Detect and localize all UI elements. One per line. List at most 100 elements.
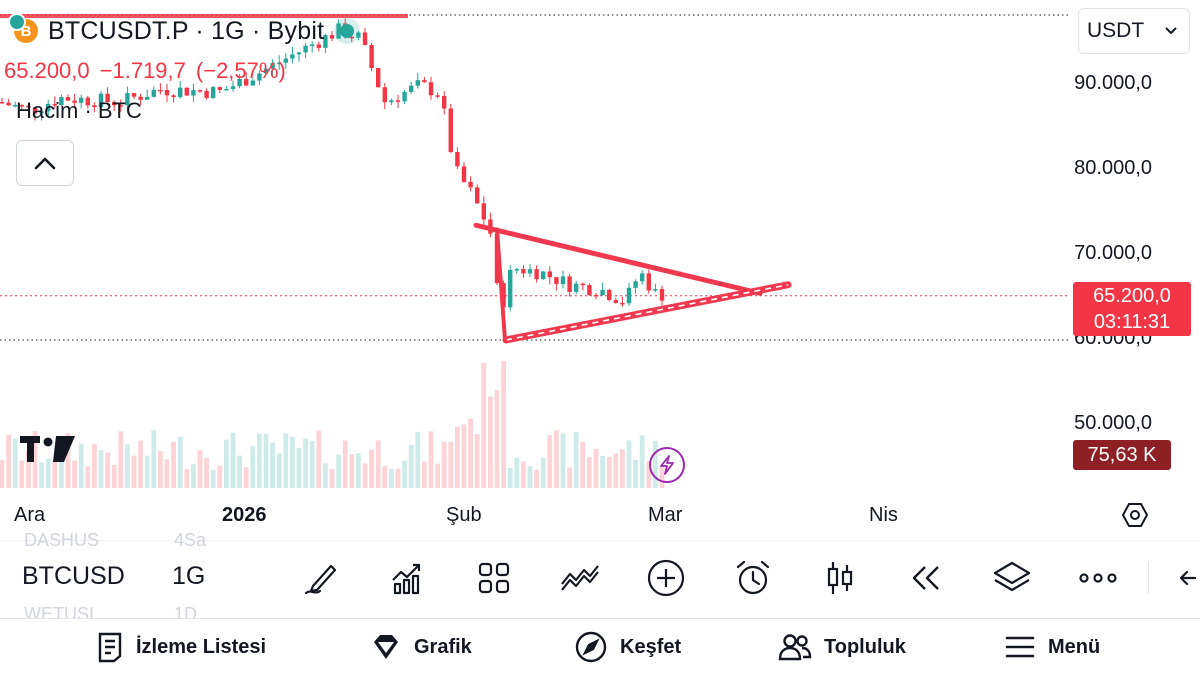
symbol-header[interactable]: B BTCUSDT.P · 1G · Bybit: [8, 13, 355, 48]
volume-bar: [501, 360, 506, 488]
chart-settings-icon[interactable]: [1121, 501, 1149, 534]
candle-body: [448, 108, 453, 153]
volume-bar: [131, 455, 137, 488]
candle-body: [376, 68, 381, 88]
candle-body: [356, 32, 361, 38]
candle-body: [389, 100, 394, 103]
volume-bar: [540, 457, 546, 488]
volume-bar: [488, 396, 493, 488]
layout-icon[interactable]: [474, 558, 514, 598]
draw-icon[interactable]: [301, 558, 341, 598]
lightning-icon[interactable]: [649, 447, 685, 483]
candle-body: [158, 89, 163, 92]
candle-body: [626, 287, 632, 304]
chart-area[interactable]: [0, 0, 1200, 540]
last-price: 65.200,0: [4, 58, 90, 83]
add-icon[interactable]: [646, 558, 686, 598]
volume-bar: [125, 444, 130, 488]
volume-bar: [237, 455, 242, 488]
volume-bar: [494, 390, 500, 488]
volume-indicator-label[interactable]: Hacim · BTC: [16, 98, 142, 123]
candle-body: [574, 283, 579, 292]
candle-body: [105, 93, 110, 103]
alert-icon[interactable]: [733, 558, 773, 598]
candle-body: [336, 23, 341, 39]
price-change: −1.719,7: [99, 58, 186, 83]
candle-body: [646, 273, 651, 291]
toolbar-interval[interactable]: 1G: [172, 562, 206, 590]
candle-body: [178, 87, 183, 98]
more-icon[interactable]: [1078, 558, 1118, 598]
price-change-percent: (−2,57%): [195, 58, 286, 83]
price-chart[interactable]: [0, 0, 1200, 540]
candle-body: [277, 62, 282, 65]
price-axis-label: 70.000,0: [1074, 242, 1152, 264]
candle-body: [409, 85, 414, 92]
triangle-lower-dash: [505, 283, 789, 341]
candle-body: [554, 277, 559, 285]
candle-body: [72, 100, 77, 103]
candle-body: [46, 104, 51, 112]
volume-bar: [26, 450, 31, 488]
candle-body: [98, 93, 104, 108]
volume-bar: [92, 444, 97, 488]
nav-label: Keşfet: [620, 635, 682, 658]
candle-body: [197, 90, 203, 92]
candle-body: [283, 58, 288, 63]
volume-bar: [507, 467, 513, 488]
candle-body: [382, 87, 387, 103]
candle-body: [547, 271, 552, 278]
volume-bar: [197, 450, 203, 488]
candle-body: [508, 269, 513, 308]
candle-body: [85, 97, 90, 106]
tradingview-logo-icon[interactable]: [20, 436, 76, 469]
volume-bar: [389, 468, 394, 488]
volume-bar: [12, 438, 18, 488]
volume-tag: 75,63 K: [1073, 440, 1171, 470]
candle-body: [435, 95, 440, 97]
candle-body: [250, 80, 255, 86]
trend-tools-icon[interactable]: [560, 558, 600, 598]
volume-bar: [455, 426, 460, 488]
volume-bar: [620, 449, 625, 488]
back-icon[interactable]: [1172, 558, 1200, 598]
volume-bar: [402, 460, 407, 488]
toolbar-divider: [1148, 562, 1149, 594]
replay-icon[interactable]: [906, 558, 946, 598]
ghost-interval-above: 4Sa: [174, 530, 207, 550]
collapse-legend-button[interactable]: [16, 140, 74, 186]
volume-bar: [527, 466, 533, 488]
volume-bar: [626, 440, 632, 488]
candle-body: [402, 91, 407, 102]
nav-explore[interactable]: Keşfet: [574, 628, 681, 666]
candle-body: [369, 44, 374, 69]
candle-body: [607, 289, 612, 301]
price-axis-label: 90.000,0: [1074, 72, 1152, 94]
candle-body: [587, 285, 592, 295]
nav-chart[interactable]: Grafik: [370, 628, 472, 666]
candle-body: [481, 203, 486, 220]
market-open-indicator: [340, 24, 355, 38]
volume-bar: [6, 434, 11, 488]
bar-style-icon[interactable]: [820, 558, 860, 598]
candle-body: [32, 107, 38, 114]
volume-bar: [59, 439, 64, 488]
nav-watchlist[interactable]: İzleme Listesi: [96, 628, 266, 666]
nav-menu[interactable]: Menü: [1004, 628, 1100, 666]
volume-bar: [375, 440, 381, 488]
layers-icon[interactable]: [992, 558, 1032, 598]
currency-value: USDT: [1087, 19, 1145, 42]
candle-body: [310, 44, 315, 46]
volume-bar: [210, 469, 216, 488]
candle-body: [593, 294, 599, 297]
volume-bar: [78, 443, 84, 488]
toolbar-symbol[interactable]: BTCUSD: [22, 562, 125, 590]
candle-body: [131, 93, 137, 97]
volume-bar: [415, 432, 421, 488]
candle-body: [567, 276, 572, 292]
time-axis-label: 2026: [222, 504, 267, 526]
currency-select[interactable]: USDT: [1078, 8, 1190, 54]
volume-bar: [184, 469, 190, 488]
indicators-icon[interactable]: [387, 558, 427, 598]
nav-community[interactable]: Topluluk: [778, 628, 906, 666]
